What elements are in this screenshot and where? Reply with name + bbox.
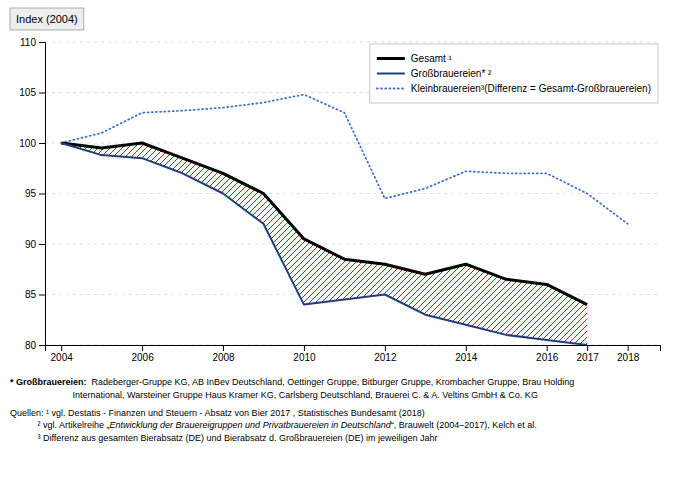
grid xyxy=(45,42,660,345)
x-tick-label: 2017 xyxy=(577,352,600,363)
y-label: Index (2004) xyxy=(16,13,78,25)
legend-frame xyxy=(370,44,658,103)
annotation-line: “, Brauwelt (2004–2017), Kelch et al. xyxy=(391,420,537,430)
y-tick-label: 90 xyxy=(25,239,37,250)
chart: 2004 2006 2008 2010 2012 2014 2016 2017 2018 80 85… xyxy=(0,0,680,498)
x-tick-label: 2012 xyxy=(374,352,397,363)
annotation: “, Brauwelt (2004–2017), Kelch et al. xyxy=(391,420,537,430)
x-tick: 2012 xyxy=(374,345,397,363)
x-tick-label: 2004 xyxy=(51,352,74,363)
y-label-box: Index (2004) xyxy=(10,8,84,30)
x-tick-mark xyxy=(223,345,224,351)
legend-label: Gesamt ¹ xyxy=(411,53,453,64)
x-tick: 2010 xyxy=(293,345,316,363)
legend-swatch xyxy=(377,88,405,90)
y-axis-line xyxy=(39,43,46,346)
y-tick-label: 110 xyxy=(20,37,36,48)
y-tick-label: 100 xyxy=(19,138,36,149)
annotation-line: * Großbrauereien: xyxy=(10,377,87,387)
legend-label: Großbrauereien* ² xyxy=(411,68,492,79)
y-tick: 85 xyxy=(25,289,45,300)
y-tick-label: 105 xyxy=(19,87,36,98)
y-tick-mark xyxy=(39,93,45,94)
annotation: Quellen: ¹ vgl. Destatis - Finanzen und … xyxy=(10,408,425,418)
annotation-line: ³ Differenz aus gesamten Bierabsatz (DE)… xyxy=(10,433,438,443)
x-tick-label: 2016 xyxy=(536,352,559,363)
y-tick-mark xyxy=(39,194,45,195)
y-tick: 100 xyxy=(19,138,45,149)
x-tick-mark xyxy=(61,345,62,351)
annotation: ² vgl. Artikelreihe „ xyxy=(10,420,110,430)
x-tick-mark xyxy=(385,345,386,351)
annotation-line: International, Warsteiner Gruppe Haus Kr… xyxy=(10,390,538,400)
legend-swatch xyxy=(377,57,405,60)
annotation-line: Entwicklung der Brauereigruppen und Priv… xyxy=(110,420,392,430)
x-tick-mark xyxy=(304,345,305,351)
x-tick-label: 2010 xyxy=(293,352,316,363)
y-tick: 95 xyxy=(25,188,45,199)
annotation: Entwicklung der Brauereigruppen und Priv… xyxy=(110,420,392,430)
y-label-frame xyxy=(10,8,84,30)
x-axis: 2004 2006 2008 2010 2012 2014 2016 2017 2018 xyxy=(46,345,661,363)
y-tick-mark xyxy=(39,244,45,245)
x-tick: 2006 xyxy=(131,345,154,363)
x-tick-mark xyxy=(547,345,548,351)
x-tick-mark xyxy=(628,345,629,351)
x-tick: 2017 xyxy=(577,345,600,363)
x-tick-label: 2006 xyxy=(131,352,154,363)
annotations: * Großbrauereien: Radeberger-Gruppe KG, … xyxy=(10,377,574,443)
x-tick-label: 2014 xyxy=(455,352,478,363)
annotation-line: Quellen: ¹ vgl. Destatis - Finanzen und … xyxy=(10,408,425,418)
annotation-line: Radeberger-Gruppe KG, AB InBev Deutschla… xyxy=(87,377,575,387)
plot-area xyxy=(61,95,627,345)
y-axis: 80 85 90 95 100 105 110 xyxy=(19,37,45,351)
x-tick: 2008 xyxy=(212,345,235,363)
x-tick: 2018 xyxy=(617,345,640,363)
y-tick: 80 xyxy=(25,340,45,351)
y-tick-label: 85 xyxy=(25,289,37,300)
legend-swatch xyxy=(377,73,405,75)
annotation-line: ² vgl. Artikelreihe „ xyxy=(10,420,110,430)
y-tick-label: 95 xyxy=(25,188,37,199)
x-axis-line xyxy=(46,346,661,352)
x-tick: 2004 xyxy=(51,345,74,363)
legend: Gesamt ¹ Großbrauereien* ² Kleinbrauereien… xyxy=(370,44,658,103)
x-tick-mark xyxy=(466,345,467,351)
series-line xyxy=(61,143,587,305)
annotation: ³ Differenz aus gesamten Bierabsatz (DE)… xyxy=(10,433,438,443)
legend-label: Kleinbrauereien³(Differenz = Gesamt-Groß… xyxy=(411,83,651,94)
x-tick-label: 2018 xyxy=(617,352,640,363)
x-tick: 2014 xyxy=(455,345,478,363)
series-line xyxy=(61,143,587,345)
x-tick: 2016 xyxy=(536,345,559,363)
grid-line xyxy=(45,42,660,43)
x-tick-mark xyxy=(142,345,143,351)
x-tick-label: 2008 xyxy=(212,352,235,363)
grid-line xyxy=(45,193,660,194)
grid-line xyxy=(45,244,660,245)
y-tick: 110 xyxy=(20,37,45,48)
x-tick-mark xyxy=(587,345,588,351)
y-tick: 105 xyxy=(19,87,45,98)
y-tick-mark xyxy=(39,295,45,296)
annotation: * Großbrauereien: xyxy=(10,377,87,387)
annotation: Radeberger-Gruppe KG, AB InBev Deutschla… xyxy=(10,377,574,400)
y-tick-mark xyxy=(39,143,45,144)
y-tick: 90 xyxy=(25,239,45,250)
y-tick-mark xyxy=(39,42,45,43)
y-tick-mark xyxy=(39,345,45,346)
y-tick-label: 80 xyxy=(25,340,37,351)
